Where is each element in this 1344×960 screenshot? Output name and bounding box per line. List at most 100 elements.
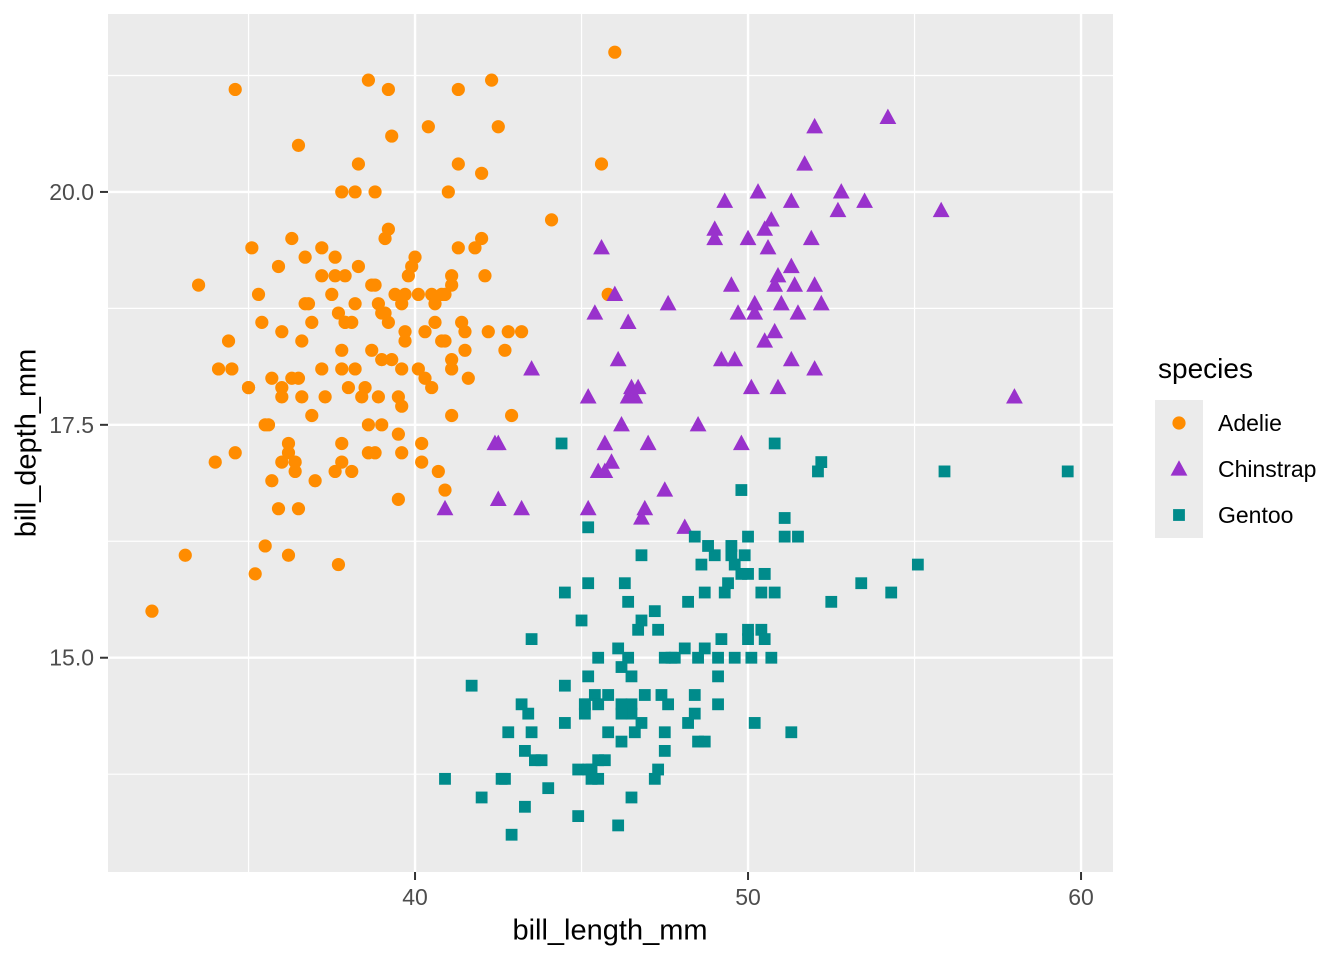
data-point-square: [558, 717, 571, 729]
y-tick-label: 17.5: [49, 412, 94, 438]
data-point-circle: [491, 120, 505, 134]
data-point-square: [575, 614, 588, 627]
data-point-circle: [478, 269, 492, 283]
data-point-square: [519, 744, 531, 757]
series-chinstrap: [436, 108, 1023, 534]
data-point-circle: [281, 436, 296, 451]
data-point-circle: [335, 362, 349, 376]
data-point-square: [665, 651, 678, 664]
data-point-square: [655, 689, 668, 701]
data-point-circle: [1172, 416, 1186, 430]
data-point-circle: [458, 325, 472, 339]
data-point-circle: [335, 436, 349, 451]
triangle-marker-icon: [1170, 460, 1188, 476]
x-tick-label: 60: [1068, 884, 1094, 910]
data-point-square: [678, 642, 691, 655]
data-point-circle: [351, 157, 366, 171]
data-point-circle: [281, 548, 296, 562]
data-point-circle: [335, 455, 349, 469]
data-point-square: [735, 567, 748, 580]
data-point-circle: [298, 250, 312, 264]
data-point-square: [688, 689, 701, 701]
data-point-circle: [251, 287, 266, 302]
legend-label: Chinstrap: [1218, 455, 1317, 482]
data-point-square: [708, 549, 721, 562]
data-point-circle: [431, 464, 445, 479]
data-point-square: [592, 651, 605, 664]
data-point-circle: [438, 483, 452, 497]
data-point-square: [698, 642, 711, 655]
data-point-square: [602, 726, 615, 739]
data-point-circle: [451, 82, 465, 97]
data-point-circle: [451, 157, 465, 171]
data-point-circle: [351, 259, 366, 274]
data-point-square: [855, 577, 868, 590]
data-point-circle: [445, 278, 459, 292]
data-point-square: [558, 586, 571, 599]
data-point-circle: [485, 73, 499, 87]
data-point-triangle: [629, 378, 647, 395]
data-point-circle: [208, 455, 222, 469]
data-point-square: [712, 698, 724, 711]
data-point-circle: [415, 455, 429, 469]
data-point-triangle: [806, 276, 824, 292]
data-point-circle: [225, 362, 239, 376]
data-point-circle: [145, 604, 159, 618]
data-point-circle: [361, 73, 376, 87]
data-point-circle: [498, 343, 512, 357]
data-point-circle: [501, 325, 515, 339]
data-point-circle: [315, 241, 329, 255]
data-point-square: [735, 484, 748, 496]
data-point-circle: [245, 241, 259, 255]
data-point-square: [792, 530, 804, 543]
data-point-triangle: [722, 276, 740, 292]
data-point-square: [519, 800, 531, 813]
data-point-triangle: [579, 499, 597, 516]
data-point-circle: [458, 343, 472, 357]
legend-label: Adelie: [1218, 409, 1282, 436]
data-point-circle: [544, 213, 559, 227]
data-point-circle: [475, 166, 489, 180]
data-point-square: [602, 689, 615, 701]
data-point-triangle: [742, 378, 760, 395]
data-point-square: [612, 819, 625, 832]
legend-key-square: [1155, 492, 1203, 538]
data-point-square: [662, 698, 675, 711]
data-point-square: [698, 586, 711, 599]
data-point-square: [598, 754, 611, 767]
x-axis-title: bill_length_mm: [512, 914, 708, 947]
data-point-square: [748, 717, 761, 729]
data-point-circle: [335, 343, 349, 357]
data-point-triangle: [603, 453, 620, 469]
data-point-triangle: [1006, 388, 1023, 404]
data-point-triangle: [802, 229, 820, 246]
data-point-square: [825, 595, 838, 608]
data-point-square: [622, 651, 635, 664]
data-point-triangle: [759, 239, 777, 255]
data-point-square: [911, 558, 924, 571]
data-point-square: [885, 586, 898, 599]
data-point-square: [625, 707, 638, 720]
circle-marker-icon: [1172, 416, 1186, 430]
data-point-triangle: [739, 229, 757, 246]
data-point-square: [702, 540, 714, 552]
data-point-circle: [408, 250, 422, 264]
data-point-square: [812, 465, 824, 478]
data-point-square: [738, 549, 751, 562]
data-point-square: [652, 623, 665, 636]
data-point-triangle: [772, 294, 790, 311]
data-point-circle: [315, 269, 329, 283]
data-point-circle: [445, 408, 459, 423]
data-point-circle: [211, 362, 226, 376]
data-point-circle: [504, 408, 519, 423]
data-point-circle: [415, 436, 429, 451]
data-point-circle: [348, 297, 362, 311]
data-point-triangle: [706, 220, 724, 236]
data-point-circle: [435, 287, 449, 302]
data-point-circle: [348, 362, 362, 376]
data-point-circle: [191, 278, 206, 292]
data-point-square: [648, 605, 661, 618]
data-point-circle: [418, 325, 432, 339]
data-point-triangle: [746, 294, 764, 311]
